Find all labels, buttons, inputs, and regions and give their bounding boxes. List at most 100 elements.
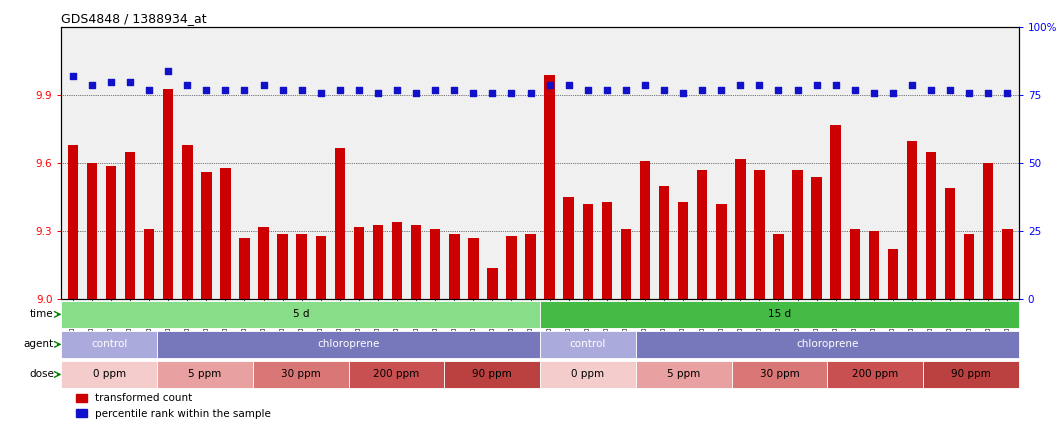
Point: [770, 87, 787, 93]
Bar: [540, 331, 635, 358]
Point: [713, 87, 730, 93]
Bar: [430, 229, 441, 299]
Point: [675, 89, 692, 96]
Point: [827, 81, 844, 88]
Point: [293, 87, 310, 93]
Bar: [640, 161, 650, 299]
Text: 0 ppm: 0 ppm: [572, 369, 605, 379]
Bar: [449, 233, 460, 299]
Bar: [635, 361, 732, 388]
Point: [427, 87, 444, 93]
Bar: [849, 229, 860, 299]
Point: [503, 89, 520, 96]
Bar: [201, 173, 212, 299]
Point: [808, 81, 825, 88]
Point: [846, 87, 863, 93]
Bar: [354, 227, 364, 299]
Bar: [277, 233, 288, 299]
Point: [522, 89, 539, 96]
Point: [160, 68, 177, 74]
Point: [884, 89, 901, 96]
Point: [941, 87, 958, 93]
Legend: transformed count, percentile rank within the sample: transformed count, percentile rank withi…: [76, 393, 271, 418]
Bar: [732, 361, 827, 388]
Point: [560, 81, 577, 88]
Bar: [827, 361, 923, 388]
Bar: [258, 227, 269, 299]
Bar: [716, 204, 726, 299]
Point: [274, 87, 291, 93]
Point: [141, 87, 158, 93]
Bar: [220, 168, 231, 299]
Text: 5 ppm: 5 ppm: [189, 369, 221, 379]
Point: [465, 89, 482, 96]
Text: 15 d: 15 d: [768, 309, 791, 319]
Point: [694, 87, 711, 93]
Text: 0 ppm: 0 ppm: [93, 369, 126, 379]
Bar: [926, 152, 936, 299]
Text: dose: dose: [29, 369, 54, 379]
Bar: [540, 300, 1019, 328]
Bar: [792, 170, 803, 299]
Bar: [253, 361, 348, 388]
Bar: [923, 361, 1019, 388]
Bar: [392, 222, 402, 299]
Text: GDS4848 / 1388934_at: GDS4848 / 1388934_at: [61, 12, 208, 25]
Point: [351, 87, 367, 93]
Bar: [907, 141, 917, 299]
Bar: [868, 231, 879, 299]
Bar: [125, 152, 136, 299]
Bar: [348, 361, 445, 388]
Point: [255, 81, 272, 88]
Bar: [144, 229, 155, 299]
Text: control: control: [570, 339, 606, 349]
Bar: [735, 159, 746, 299]
Text: time: time: [30, 309, 54, 319]
Bar: [697, 170, 707, 299]
Bar: [61, 331, 157, 358]
Point: [236, 87, 253, 93]
Bar: [983, 163, 993, 299]
Bar: [621, 229, 631, 299]
Point: [122, 79, 139, 85]
Text: 200 ppm: 200 ppm: [374, 369, 419, 379]
Point: [312, 89, 329, 96]
Bar: [506, 236, 517, 299]
Point: [331, 87, 348, 93]
Bar: [1002, 229, 1012, 299]
Point: [179, 81, 196, 88]
Text: agent: agent: [23, 339, 54, 349]
Bar: [335, 148, 345, 299]
Point: [598, 87, 615, 93]
Bar: [157, 331, 540, 358]
Bar: [525, 233, 536, 299]
Point: [446, 87, 463, 93]
Bar: [582, 204, 593, 299]
Bar: [487, 268, 498, 299]
Bar: [157, 361, 253, 388]
Text: 30 ppm: 30 ppm: [281, 369, 321, 379]
Point: [903, 81, 920, 88]
Point: [865, 89, 882, 96]
Bar: [163, 89, 174, 299]
Bar: [602, 202, 612, 299]
Point: [999, 89, 1016, 96]
Point: [961, 89, 977, 96]
Bar: [61, 300, 540, 328]
Bar: [87, 163, 97, 299]
Point: [65, 73, 82, 80]
Point: [370, 89, 387, 96]
Text: chloroprene: chloroprene: [318, 339, 380, 349]
Point: [84, 81, 101, 88]
Bar: [68, 145, 78, 299]
Point: [541, 81, 558, 88]
Bar: [887, 250, 898, 299]
Bar: [540, 361, 635, 388]
Bar: [106, 166, 116, 299]
Point: [732, 81, 749, 88]
Point: [103, 79, 120, 85]
Text: 200 ppm: 200 ppm: [852, 369, 898, 379]
Bar: [182, 145, 193, 299]
Point: [922, 87, 939, 93]
Bar: [239, 238, 250, 299]
